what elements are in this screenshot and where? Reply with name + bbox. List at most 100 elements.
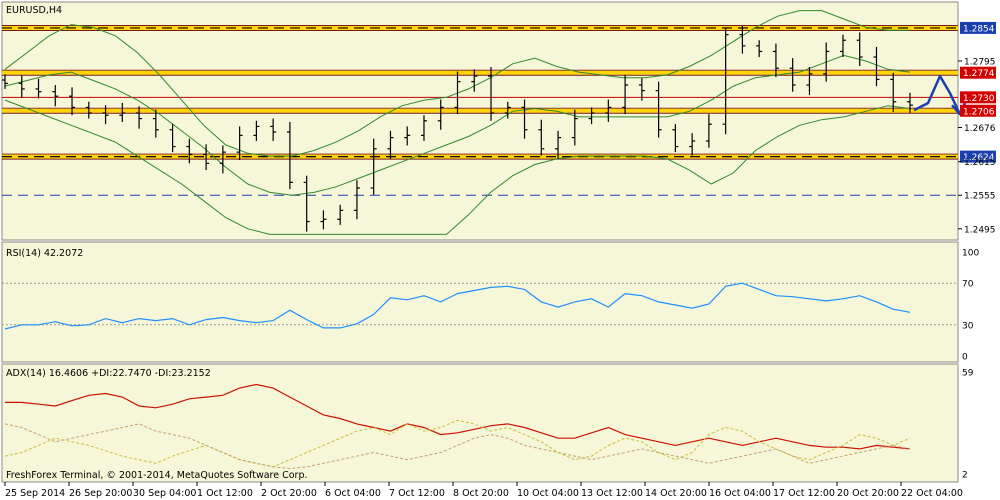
price-bar	[521, 99, 528, 139]
price-badge	[960, 66, 996, 79]
price-bar	[303, 175, 310, 232]
time-tick-label: 7 Oct 12:00	[389, 488, 445, 499]
price-badge	[960, 21, 996, 34]
price-bar	[538, 119, 545, 156]
price-badge	[960, 104, 996, 117]
time-tick-label: 25 Sep 2014	[5, 488, 65, 499]
price-background-lines	[2, 24, 958, 196]
rsi-tick-label: 70	[962, 280, 974, 290]
price-bar	[756, 40, 763, 58]
time-tick-label: 13 Oct 12:00	[581, 488, 643, 499]
forecast-zigzag-line	[913, 74, 962, 115]
price-bar	[404, 126, 411, 146]
time-tick-label: 8 Oct 20:00	[453, 488, 509, 499]
price-badge-label: 1.2854	[963, 24, 995, 34]
price-bar	[655, 81, 662, 138]
price-bar	[839, 34, 846, 58]
price-bar	[471, 69, 478, 92]
price-bar	[152, 109, 159, 138]
rsi-plot: 100 70 30 0	[2, 249, 979, 363]
price-bar	[789, 58, 796, 92]
footer-copyright: FreshForex Terminal, © 2001-2014, MetaQu…	[6, 470, 308, 481]
price-title: EURUSD,H4	[6, 5, 62, 16]
price-bar	[186, 138, 193, 164]
price-bar	[605, 99, 612, 122]
price-bar	[387, 130, 394, 159]
time-tick-label: 16 Oct 04:00	[709, 488, 771, 499]
price-bar	[320, 210, 327, 230]
price-bar	[337, 204, 344, 225]
price-bars	[2, 25, 913, 232]
price-bar	[622, 74, 629, 115]
price-bar	[571, 109, 578, 146]
time-tick-label: 22 Oct 04:00	[901, 488, 963, 499]
rsi-title: RSI(14) 42.2072	[6, 248, 83, 259]
adx-tick-label: 2	[962, 471, 968, 481]
price-bar	[588, 107, 595, 125]
price-bar	[454, 71, 461, 115]
price-bar	[638, 78, 645, 101]
time-tick-label: 26 Sep 20:00	[69, 488, 132, 499]
price-bar	[823, 42, 830, 82]
price-badge	[960, 150, 996, 163]
rsi-tick-label: 100	[962, 249, 979, 259]
price-bar	[136, 106, 143, 129]
price-badge	[960, 91, 996, 104]
adx-pane	[1, 363, 959, 483]
price-bar	[2, 74, 8, 89]
price-bar	[119, 102, 126, 122]
price-bar	[236, 126, 243, 160]
rsi-line	[4, 282, 911, 330]
price-bar	[437, 99, 444, 130]
price-bar	[907, 92, 913, 113]
price-tick-label: 1.2555	[964, 192, 996, 202]
time-tick-label: 14 Oct 20:00	[645, 488, 707, 499]
price-bar	[705, 114, 712, 148]
time-tick-label: 20 Oct 20:00	[837, 488, 899, 499]
time-tick-label: 1 Oct 12:00	[197, 488, 253, 499]
price-bar	[689, 133, 696, 156]
adx-plot: 59 2	[4, 369, 974, 481]
price-bar	[35, 78, 42, 99]
time-tick-label: 17 Oct 12:00	[773, 488, 835, 499]
price-bar	[890, 72, 897, 112]
price-bar	[739, 25, 746, 54]
adx-plus-di-line	[4, 419, 911, 468]
time-axis: 25 Sep 2014 26 Sep 20:00 30 Sep 04:00 1 Oct…	[4, 482, 963, 499]
rsi-pane	[1, 241, 959, 363]
adx-minus-di-line	[4, 423, 911, 470]
price-bar	[85, 101, 92, 119]
price-bar	[370, 138, 377, 195]
price-tick-label: 1.2795	[964, 57, 996, 67]
price-bar	[253, 120, 260, 141]
price-tick-label: 1.2676	[964, 124, 996, 134]
price-bar	[69, 87, 76, 116]
bollinger-lower-line	[4, 99, 911, 235]
price-bar	[504, 101, 511, 119]
price-bar	[353, 180, 360, 220]
price-bar	[856, 32, 863, 66]
price-bar	[18, 75, 25, 98]
price-badge-label: 1.2624	[963, 153, 995, 163]
price-bar	[203, 144, 210, 171]
time-tick-label: 6 Oct 04:00	[325, 488, 381, 499]
price-bar	[873, 46, 880, 87]
time-tick-label: 2 Oct 20:00	[261, 488, 317, 499]
price-bar	[169, 124, 176, 153]
price-bar	[286, 121, 293, 190]
time-tick-label: 30 Sep 04:00	[133, 488, 196, 499]
price-bar	[420, 115, 427, 141]
price-badge-label: 1.2706	[963, 107, 995, 117]
price-axis: 1.2854 1.2795 1.2774 1.2730 1.2706 1.2676 1.26…	[958, 21, 996, 235]
price-bar	[722, 27, 729, 135]
price-bar	[102, 105, 109, 125]
price-bar	[772, 43, 779, 78]
price-bar	[488, 67, 495, 121]
price-bar	[52, 85, 59, 107]
time-tick-label: 10 Oct 04:00	[517, 488, 579, 499]
price-bar	[219, 145, 226, 174]
price-bar	[270, 118, 277, 141]
price-bar	[555, 130, 562, 159]
adx-title: ADX(14) 16.4606 +DI:22.7470 -DI:23.2152	[6, 368, 211, 379]
